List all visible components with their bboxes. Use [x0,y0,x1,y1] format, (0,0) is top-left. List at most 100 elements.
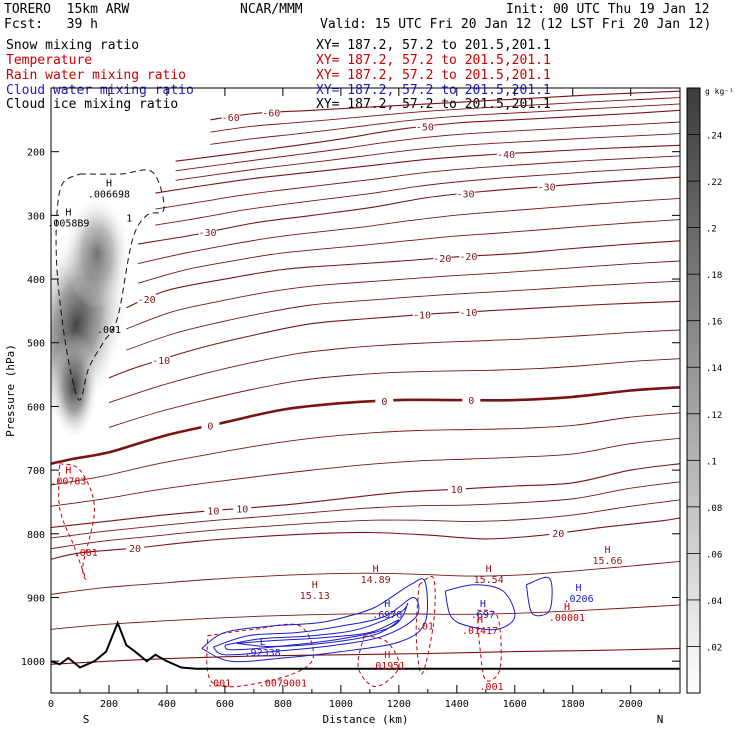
x-tick-label: 1400 [445,699,469,710]
isotherm-label-bg [262,106,281,118]
extremum-value: .92338 [245,648,281,659]
isotherm-label-bg [204,504,223,516]
isotherm-label: -20 [433,254,451,265]
contour-labels: -60 -60 -50 -40 -30 -30 -30 -20 -20 -20 -10 -10 -10 0… [47,106,623,693]
isotherm--60 [210,90,680,121]
isotherm-label-bg [459,305,478,317]
isotherm-minor [137,197,680,265]
axes: 0 200 400 600 800 1000 1200 1400 1600 1800 2000200… [4,87,681,726]
contour-value-label: .01 [416,621,434,632]
x-axis-label: Distance (km) [322,713,408,726]
north-label: N [657,713,664,726]
colorbar-tick-label: .08 [706,504,722,514]
valid-time: Valid: 15 UTC Fri 20 Jan 12 (12 LST Fri … [320,17,712,32]
snow-shade-upper [63,187,132,308]
isotherm-label-bg [413,308,432,320]
rain-contour [357,635,400,688]
isotherm-label: 10 [236,504,248,515]
x-tick-label: 1600 [503,699,527,710]
y-tick-label: 800 [27,530,45,541]
isotherm-label: -60 [262,109,280,120]
extremum-H: H [373,564,379,575]
isotherm-minor [155,166,680,226]
y-tick-label: 1000 [21,657,45,668]
contour-value-label: .001 [480,682,504,693]
extremum-value: 15.54 [474,575,504,586]
isotherm-label-bg [198,226,217,238]
cloud-water-contour [525,576,553,617]
x-tick-label: 400 [158,699,176,710]
snow-shading [51,187,133,436]
center-title: NCAR/MMM [240,2,303,17]
cloud-water-contour [444,584,516,631]
y-tick-label: 400 [27,275,45,286]
field-label-snow: Snow mixing ratio [6,38,140,53]
isotherm-label-bg [459,250,478,262]
model-title: TORERO 15km ARW [4,2,130,17]
isotherm-minor [51,437,680,507]
extremum-H: H [65,465,71,476]
extremum-H: H [106,179,112,190]
colorbar-tick-label: .1 [706,457,717,467]
y-tick-label: 500 [27,339,45,350]
isotherm-20 [51,647,680,665]
isotherm-minor [51,412,680,486]
isotherm-label: -10 [413,311,431,322]
field-label-temperature: Temperature [6,53,93,68]
isotherm-label: -20 [459,252,477,263]
colorbar-tick-label: .2 [706,225,717,235]
colorbar-tick-label: .18 [706,271,722,281]
isotherm-label: -50 [416,123,434,134]
isotherm-minor [108,329,680,404]
isotherm--10 [108,300,680,379]
cloud-ice-envelope [55,169,165,401]
extremum-H: H [312,580,318,591]
isotherm-label-bg [497,147,516,159]
isotherm-label: 20 [129,544,141,555]
colorbar-tick-label: .06 [706,550,722,560]
snow-shade-lower [51,325,99,436]
cloud-water-contour [201,578,428,663]
cloud-water-contour [212,596,420,656]
extremum-value: .00001 [549,613,585,624]
y-tick-label: 300 [27,211,45,222]
isotherm-label-bg [447,483,466,495]
isotherm-0 [51,386,680,465]
isotherm-label: -30 [538,182,556,193]
extremum-H: H [384,650,390,661]
y-tick-label: 200 [27,148,45,159]
isotherm-minor [155,155,680,210]
isotherm-label: -30 [198,228,216,239]
isotherm-label-bg [537,180,556,192]
colorbar: g kg⁻¹ .02 .04 .06 .08 .1 .12 .14 .16 .18 .2 .22 .24 [686,87,734,694]
extremum-H: H [384,599,390,610]
isotherm--30 [137,176,680,245]
isotherm-minor [126,260,680,330]
field-xy-temperature: XY= 187.2, 57.2 to 201.5,201.1 [316,53,551,68]
colorbar-tick-label: .04 [706,597,722,607]
rain-contour [476,609,502,682]
isotherm-label: -60 [222,113,240,124]
extremum-H: H [480,599,486,610]
isotherm-minor [175,133,680,181]
temperature-contours [51,90,680,665]
colorbar-scale [686,87,701,694]
extremum-value: 15.66 [592,556,622,567]
extremum-H: H [477,615,483,626]
hydrometeor-contours [55,169,553,688]
extremum-H: H [576,583,582,594]
contour-value-label: .001 [74,548,98,559]
isotherm-label: 10 [451,485,463,496]
isotherm-minor [210,103,680,145]
extremum-H: H [564,602,570,613]
terrain-surface [51,620,680,670]
x-tick-label: 200 [100,699,118,710]
isotherm--20 [126,240,680,309]
extremum-value: .697 [471,610,495,621]
y-axis-label: Pressure (hPa) [4,344,17,437]
isotherm-minor [210,97,680,133]
cloud-water-contour [236,619,400,648]
isotherm--40 [155,144,680,194]
field-label-cloud-ice: Cloud ice mixing ratio [6,97,179,112]
isotherm-label-bg [233,502,252,514]
